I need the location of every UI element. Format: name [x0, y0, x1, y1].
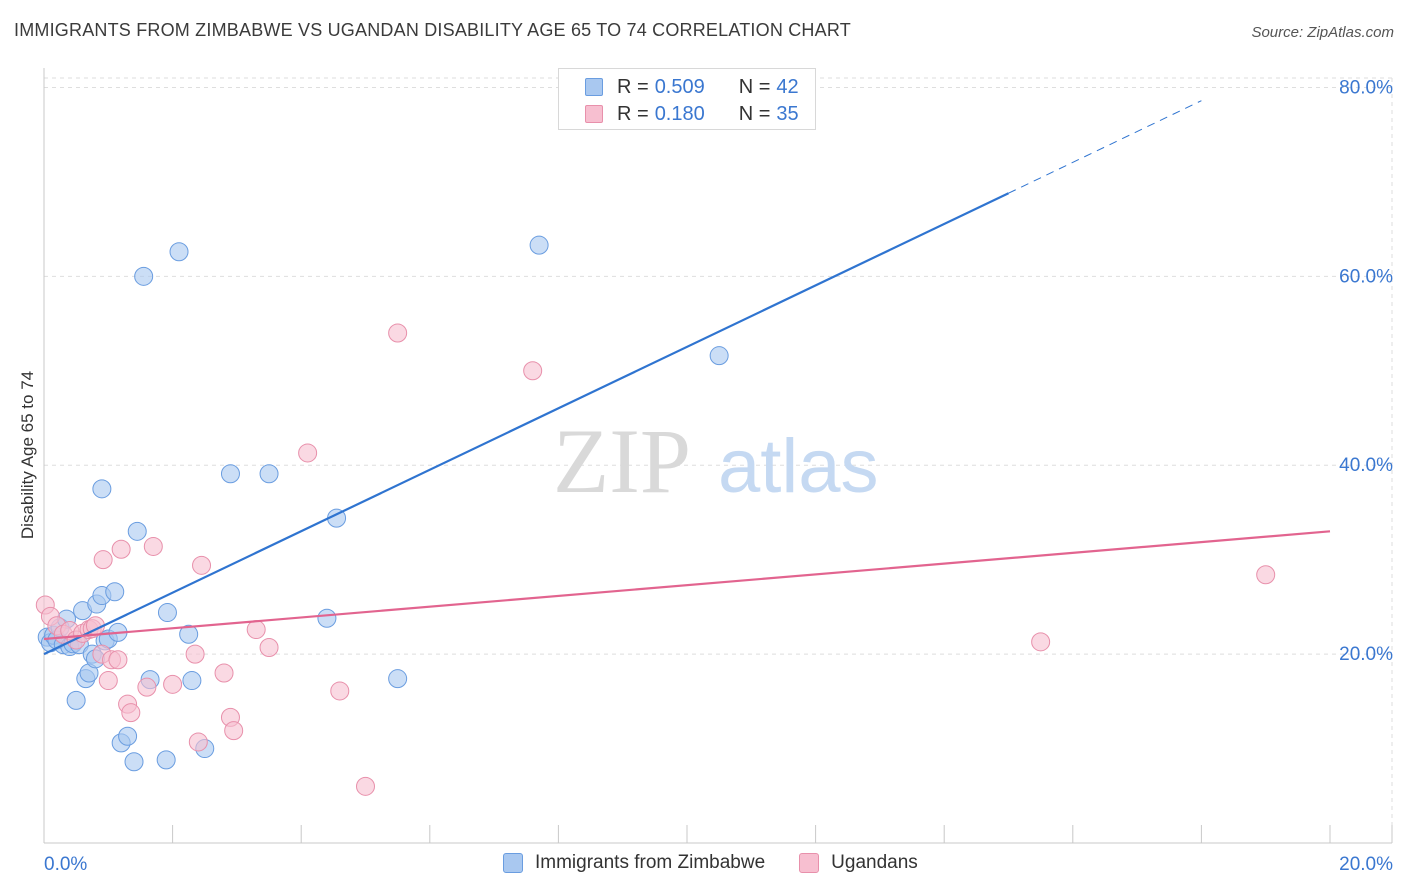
point-ugandans	[259, 638, 279, 657]
point-zimbabwe	[179, 624, 199, 644]
point-ugandans	[214, 663, 234, 683]
watermark-atlas: atlas	[718, 424, 879, 509]
point-zimbabwe	[105, 582, 125, 602]
legend-row-ugandans: R = 0.180 N = 35	[585, 102, 799, 126]
series-zimbabwe-points	[37, 235, 729, 772]
point-ugandans	[137, 677, 157, 697]
trend-lines	[43, 100, 1331, 656]
point-ugandans	[98, 671, 118, 691]
bottom-legend-swatch-zimbabwe	[503, 853, 523, 873]
y-tick-label: 20.0%	[1339, 644, 1393, 665]
point-ugandans	[1031, 632, 1051, 652]
trend-line-zimbabwe-extension	[1008, 100, 1202, 194]
y-tick-label: 40.0%	[1339, 455, 1393, 476]
point-zimbabwe	[134, 266, 154, 286]
bottom-legend-item-ugandans[interactable]: Ugandans	[799, 852, 918, 874]
point-zimbabwe	[259, 464, 279, 484]
point-ugandans	[108, 650, 128, 670]
point-ugandans	[330, 681, 350, 701]
point-zimbabwe	[118, 726, 138, 746]
legend-row-zimbabwe: R = 0.509 N = 42	[585, 75, 799, 99]
axes	[43, 68, 1393, 844]
point-ugandans	[163, 674, 183, 694]
legend-n-value: 35	[776, 102, 799, 125]
x-tick-label: 0.0%	[44, 854, 87, 875]
point-zimbabwe	[317, 608, 337, 628]
point-ugandans	[1256, 565, 1276, 585]
point-zimbabwe	[124, 752, 144, 772]
point-ugandans	[356, 776, 375, 796]
point-zimbabwe	[156, 750, 176, 770]
point-zimbabwe	[220, 464, 240, 484]
point-ugandans	[111, 539, 131, 559]
trend-line-ugandans	[43, 530, 1331, 641]
point-zimbabwe	[529, 235, 549, 255]
y-tick-label: 80.0%	[1339, 77, 1393, 98]
point-ugandans	[523, 361, 543, 381]
legend-r-label: R =	[617, 102, 649, 125]
point-zimbabwe	[709, 346, 729, 366]
bottom-legend: Immigrants from Zimbabwe Ugandans	[503, 852, 952, 874]
legend-swatch-ugandans	[585, 105, 603, 123]
point-ugandans	[388, 323, 408, 343]
y-axis-label: Disability Age 65 to 74	[18, 371, 37, 539]
legend-r-value: 0.509	[654, 75, 705, 98]
y-tick-label: 60.0%	[1339, 266, 1393, 287]
watermark-zip: ZIP	[553, 410, 691, 512]
legend-r-value: 0.180	[654, 102, 705, 125]
point-ugandans	[224, 721, 244, 741]
point-zimbabwe	[127, 521, 147, 541]
point-zimbabwe	[92, 479, 112, 499]
tick-labels: 20.0% 40.0% 60.0% 80.0% 0.0% 20.0%	[44, 77, 1393, 875]
point-zimbabwe	[157, 603, 177, 623]
chart-title: IMMIGRANTS FROM ZIMBABWE VS UGANDAN DISA…	[14, 20, 851, 40]
point-zimbabwe	[66, 690, 86, 710]
point-ugandans	[185, 644, 205, 664]
x-tick-label: 20.0%	[1339, 854, 1393, 875]
point-ugandans	[93, 550, 113, 570]
point-ugandans	[188, 732, 208, 752]
bottom-legend-item-zimbabwe[interactable]: Immigrants from Zimbabwe	[503, 852, 765, 874]
trend-line-zimbabwe	[43, 192, 1009, 656]
legend-n-value: 42	[776, 75, 799, 98]
source-label: Source: ZipAtlas.com	[1251, 24, 1394, 41]
point-zimbabwe	[182, 671, 202, 691]
legend-swatch-zimbabwe	[585, 78, 603, 96]
point-ugandans	[192, 555, 212, 575]
legend: R = 0.509 N = 42 R = 0.180 N = 35	[558, 68, 816, 130]
legend-r-label: R =	[617, 75, 649, 98]
legend-n-label: N =	[738, 75, 771, 98]
bottom-legend-label-ugandans: Ugandans	[831, 852, 918, 873]
bottom-legend-label-zimbabwe: Immigrants from Zimbabwe	[535, 852, 766, 873]
series-ugandans-points	[35, 323, 1276, 796]
point-ugandans	[246, 620, 266, 640]
point-zimbabwe	[169, 242, 189, 262]
legend-n-label: N =	[738, 102, 771, 125]
point-ugandans	[298, 443, 318, 463]
point-ugandans	[121, 703, 141, 723]
point-ugandans	[143, 536, 163, 556]
bottom-legend-swatch-ugandans	[799, 853, 820, 873]
point-zimbabwe	[388, 669, 408, 689]
